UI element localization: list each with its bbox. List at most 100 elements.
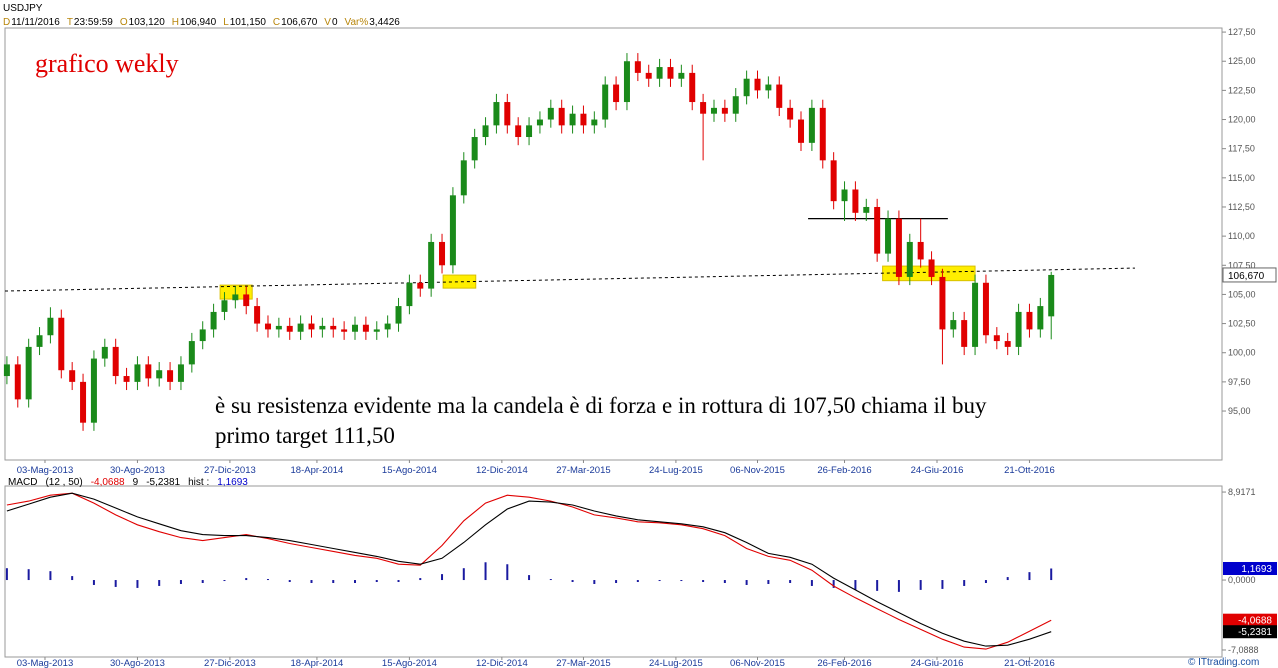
- hist-bar: [789, 580, 792, 583]
- hist-bar: [354, 580, 357, 583]
- candle-body: [798, 119, 805, 143]
- y-tick-label: 107,50: [1228, 260, 1256, 270]
- x-tick-label: 30-Ago-2013: [110, 658, 165, 668]
- x-tick-label: 18-Apr-2014: [291, 658, 344, 668]
- value-badge-label: -4,0688: [1238, 616, 1272, 627]
- macd-header-item: 9: [133, 477, 139, 488]
- candle-body: [536, 119, 543, 126]
- header-key: T: [67, 17, 73, 28]
- highlight: [442, 274, 477, 289]
- header-key: C: [273, 17, 280, 28]
- candle-body: [47, 317, 54, 336]
- trendline: [4, 267, 1135, 292]
- candle-body: [352, 324, 359, 332]
- hist-bar: [114, 580, 117, 587]
- value-badge-label: 1,1693: [1241, 564, 1272, 575]
- header: D11/11/2016 T23:59:59 O103,120 H106,940 L101…: [3, 17, 400, 28]
- candle-body: [504, 102, 511, 126]
- candle-body: [428, 241, 435, 289]
- candle-body: [950, 320, 957, 330]
- candle-body: [852, 189, 859, 213]
- x-tick-label: 06-Nov-2015: [730, 658, 785, 668]
- candle-body: [1015, 311, 1022, 347]
- candle-body: [25, 346, 32, 400]
- y-tick-label: 102,50: [1228, 319, 1256, 329]
- hist-bar: [245, 578, 248, 581]
- candle-body: [384, 323, 391, 330]
- x-tick-label: 06-Nov-2015: [730, 465, 785, 476]
- hist-bar: [658, 580, 661, 582]
- x-tick-label: 21-Ott-2016: [1004, 465, 1055, 476]
- header-key: H: [172, 17, 179, 28]
- candle-body: [732, 96, 739, 114]
- candle-body: [471, 137, 478, 161]
- y-tick-label: 105,00: [1228, 289, 1256, 299]
- candle-body: [580, 113, 587, 126]
- y-tick-label: 95,00: [1228, 406, 1251, 416]
- candle-body: [80, 381, 87, 423]
- hist-bar: [745, 580, 748, 585]
- candle-body: [264, 323, 271, 330]
- y-tick-label: 117,50: [1228, 144, 1255, 154]
- x-tick-label: 21-Ott-2016: [1004, 658, 1055, 668]
- candle-body: [330, 325, 337, 330]
- candle-body: [721, 107, 728, 114]
- value-badge: [1223, 625, 1277, 639]
- hist-bar: [767, 580, 770, 584]
- hist-bar: [375, 580, 378, 583]
- candle-body: [373, 329, 380, 332]
- candle-body: [830, 160, 837, 202]
- candle-body: [895, 218, 902, 277]
- hist-bar: [419, 578, 422, 581]
- macd-panel: [4, 485, 1223, 658]
- x-tick-label: 15-Ago-2014: [382, 465, 437, 476]
- candle-body: [569, 113, 576, 126]
- x-tick-label: 27-Mar-2015: [556, 465, 610, 476]
- hist-bar: [941, 580, 944, 589]
- header-value: 101,150: [230, 17, 267, 28]
- x-tick-label: 24-Lug-2015: [649, 658, 703, 668]
- y-tick-label: 97,50: [1228, 377, 1251, 387]
- y-tick-label: 110,00: [1228, 231, 1255, 241]
- hist-bar: [810, 580, 813, 586]
- header-key: Var%: [345, 17, 369, 28]
- hist-bar: [310, 580, 313, 583]
- candle-body: [558, 107, 565, 126]
- candle-body: [308, 323, 315, 330]
- candle-body: [417, 282, 424, 289]
- candle-body: [678, 72, 685, 79]
- candle-body: [395, 306, 402, 324]
- header-value: 106,940: [180, 17, 217, 28]
- macd-line: [6, 492, 1052, 650]
- x-tick-label: 15-Ago-2014: [382, 658, 437, 668]
- candle-body: [123, 376, 130, 382]
- x-tick-label: 27-Dic-2013: [204, 465, 256, 476]
- candle-body: [819, 107, 826, 161]
- hist-bar: [832, 580, 835, 588]
- y-tick-label: 8,9171: [1228, 487, 1256, 497]
- y-tick-label: 127,50: [1228, 27, 1256, 37]
- hist-bar: [92, 580, 95, 585]
- candle-body: [982, 282, 989, 336]
- candle-body: [406, 282, 413, 307]
- header-key: D: [3, 17, 10, 28]
- hist-bar: [158, 580, 161, 586]
- candle-body: [286, 325, 293, 332]
- candle-body: [754, 78, 761, 91]
- candle-body: [243, 294, 250, 307]
- candle-body: [319, 325, 326, 330]
- value-badge: [1223, 561, 1277, 575]
- x-tick-label: 03-Mag-2013: [17, 465, 74, 476]
- y-tick-label: -7,0888: [1228, 645, 1259, 655]
- hist-bar: [288, 580, 291, 583]
- candle-body: [776, 84, 783, 108]
- candle-body: [188, 341, 195, 365]
- candle-body: [874, 206, 881, 254]
- macd-header-item: hist :: [188, 477, 209, 488]
- candle-body: [199, 329, 206, 342]
- value-badge-label: -5,2381: [1238, 627, 1272, 638]
- y-tick-label: 115,00: [1228, 173, 1255, 183]
- candle-body: [1037, 306, 1044, 330]
